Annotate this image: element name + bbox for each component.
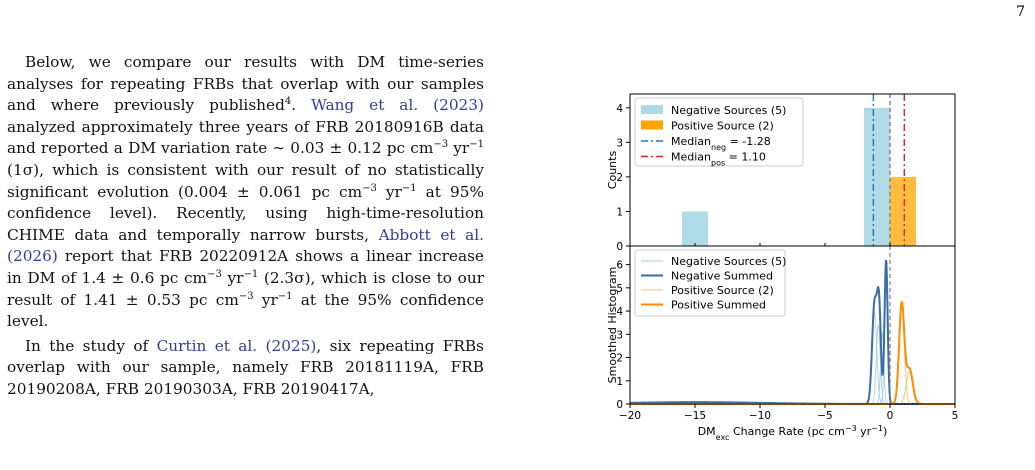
y-tick-label: 1 [616, 376, 623, 388]
superscript: −1 [469, 139, 484, 151]
superscript: −1 [243, 268, 259, 280]
y-tick-label: 2 [616, 172, 623, 184]
superscript: −3 [207, 268, 222, 280]
text-span: (2.3σ), which is close to our result of … [7, 268, 485, 309]
y-tick-label: 3 [616, 329, 623, 341]
y-tick-label: 6 [616, 260, 623, 272]
superscript: 4 [284, 96, 292, 108]
bottom-panel-frame [629, 245, 956, 405]
legend-swatch [641, 105, 663, 114]
figure-histograms: 0 1 2 3 4 Counts Negative Sources (5) Positive … [605, 88, 980, 448]
superscript: −3 [238, 290, 254, 302]
figure-svg: 0 1 2 3 4 Counts Negative Sources (5) Positive … [606, 93, 959, 442]
y-tick-label: 0 [616, 399, 623, 411]
legend-entry: Positive Source (2) [671, 120, 774, 133]
citation-link[interactable]: Curtin et al. (2025) [156, 336, 317, 355]
y-tick-label: 3 [616, 137, 623, 149]
text-span: , six repeating FRBs overlap with our sa… [7, 336, 484, 398]
y-tick-label: 4 [616, 103, 623, 115]
text-span: yr [221, 268, 244, 287]
superscript: −3 [433, 139, 449, 151]
paragraph: Below, we compare our results with DM ti… [7, 52, 484, 333]
y-axis-label: Smoothed Histogram [606, 267, 619, 384]
x-tick-label: −15 [684, 410, 706, 422]
negative-source-curve [630, 331, 955, 405]
legend-entry: Negative Sources (5) [671, 104, 786, 117]
x-axis-label: DMexc Change Rate (pc cm−3 yr−1) [698, 424, 888, 442]
page-number: 7 [1016, 4, 1025, 20]
text-span: analyzed approximately three years of FR… [7, 117, 484, 158]
legend-box [634, 97, 804, 167]
legend-entry: Negative Sources (5) [671, 255, 786, 268]
text-span: at 95% confidence level). Recently, usin… [7, 182, 484, 244]
citation-link[interactable]: Wang et al. (2023) [311, 96, 484, 115]
y-tick-label: 1 [616, 206, 623, 218]
legend-box [634, 249, 786, 317]
y-tick-label: 4 [616, 306, 623, 318]
x-tick-label: −10 [749, 410, 771, 422]
text-span: In the study of [25, 336, 157, 355]
y-tick-label: 0 [616, 241, 623, 253]
text-span: (1σ), which is consistent with our resul… [7, 160, 484, 201]
text-span: yr [253, 290, 278, 309]
x-tick-label: −5 [817, 410, 832, 422]
legend-entry: Positive Source (2) [671, 284, 774, 297]
x-tick-label: −20 [619, 410, 641, 422]
legend-swatch [641, 120, 663, 130]
y-axis-label: Counts [606, 151, 619, 190]
legend-entry: Medianpos = 1.10 [671, 151, 766, 168]
x-tick-label: 5 [952, 410, 959, 422]
text-span: report that FRB 20220912A shows a linear… [7, 247, 484, 287]
text-span: yr [376, 182, 402, 201]
histogram-bar [864, 107, 890, 247]
superscript: −1 [277, 290, 293, 302]
text-span: yr [448, 139, 470, 158]
superscript: −1 [401, 182, 417, 194]
x-tick-label: 0 [887, 410, 894, 422]
histogram-bar [890, 176, 916, 246]
y-tick-label: 5 [616, 283, 623, 295]
citation-link[interactable]: Abbott et al. (2026) [7, 225, 485, 266]
legend-entry: Positive Summed [671, 299, 766, 312]
legend-entry: Medianneg = -1.28 [671, 135, 771, 152]
legend-entry: Negative Summed [671, 270, 773, 283]
body-text-column: Below, we compare our results with DM ti… [7, 52, 484, 401]
text-span: Below, we compare our results with DM ti… [7, 53, 484, 115]
y-tick-label: 2 [616, 353, 623, 365]
histogram-bar [682, 211, 708, 246]
paragraph: In the study of Curtin et al. (2025), si… [7, 336, 484, 401]
text-span: at the 95% confidence level. [7, 290, 484, 331]
text-span: . [291, 96, 312, 115]
superscript: −3 [362, 182, 377, 194]
positive-summed-curve [630, 300, 955, 405]
